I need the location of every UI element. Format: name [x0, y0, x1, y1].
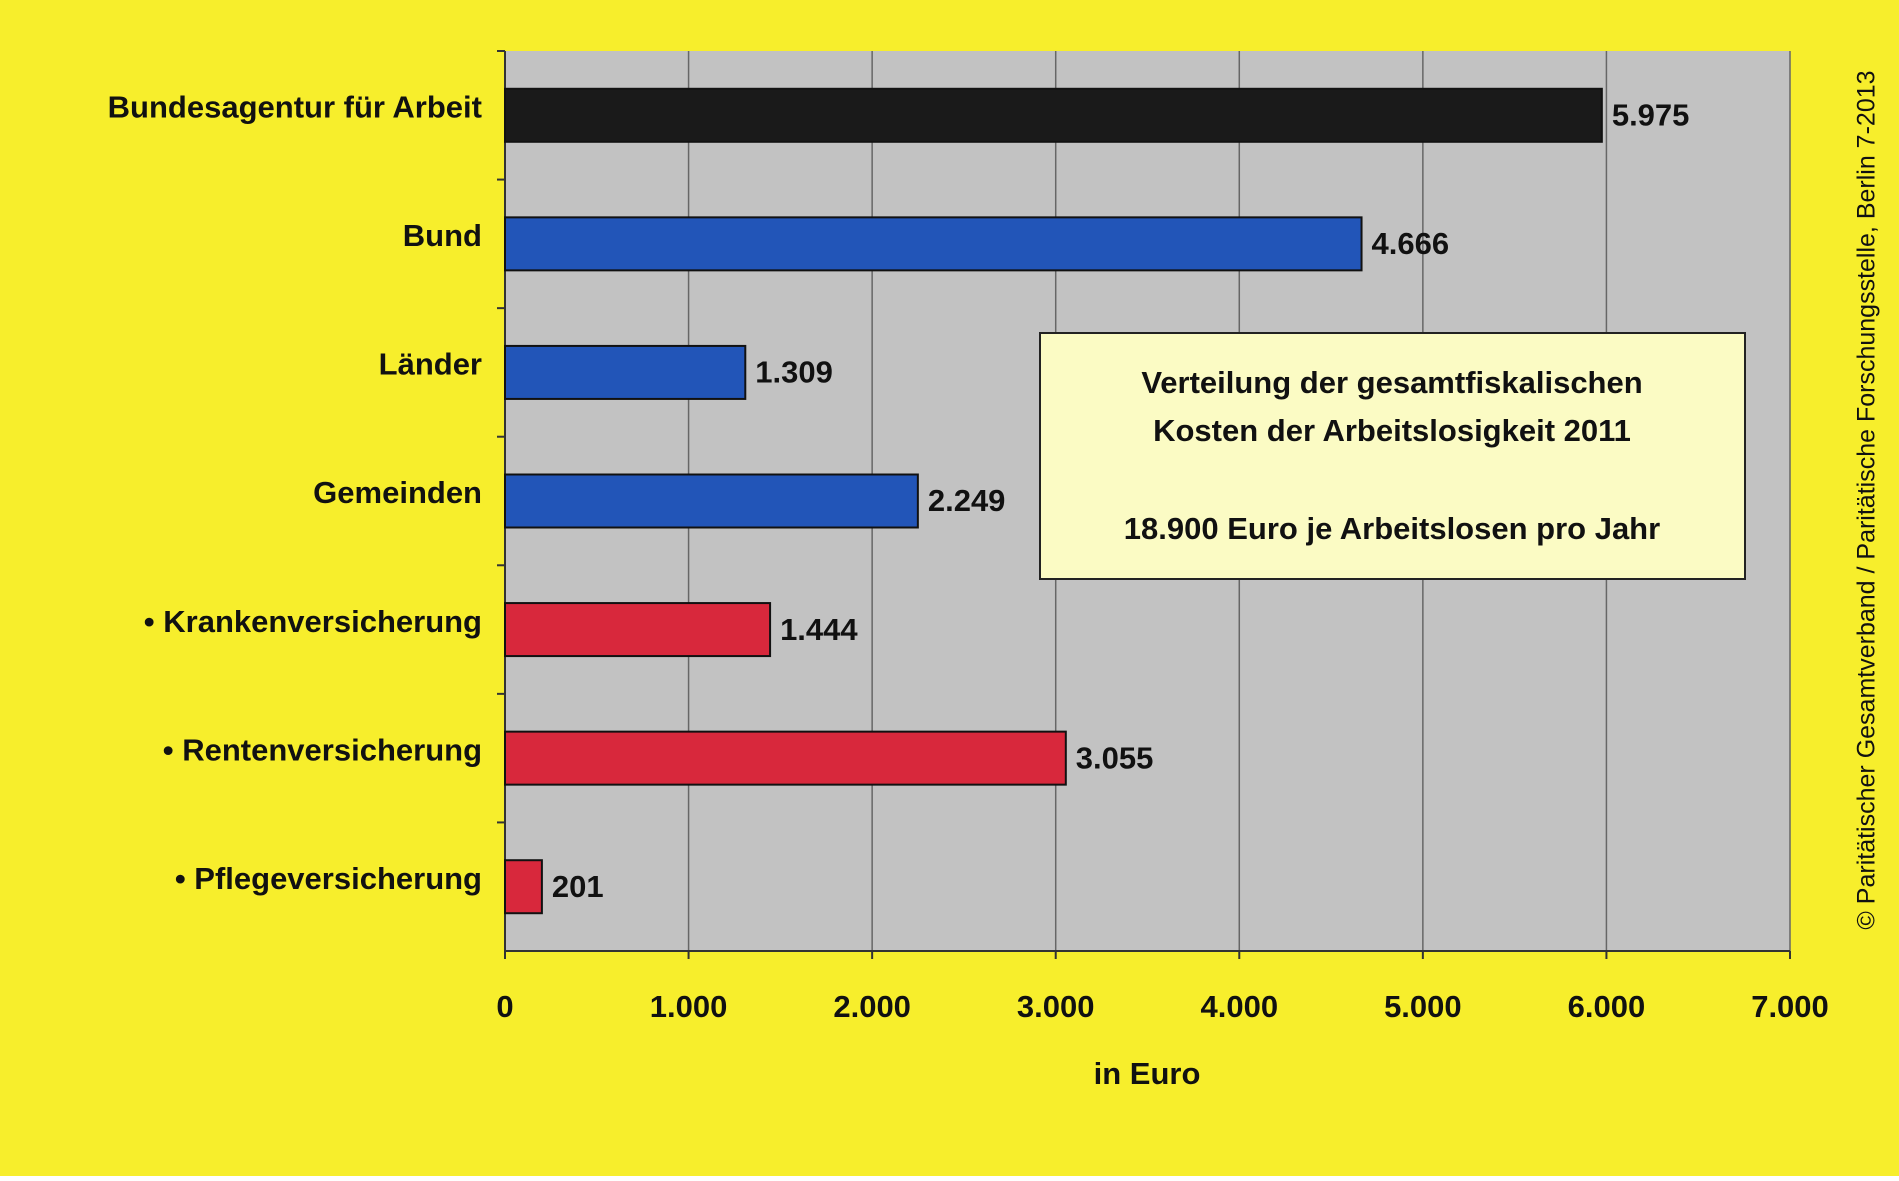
y-tick-label: • Krankenversicherung [144, 604, 482, 639]
annotation-box [1039, 332, 1746, 580]
y-tick-label: Bund [403, 218, 482, 253]
annotation-title: Verteilung der gesamtfiskalischen [1141, 365, 1642, 400]
x-tick-label: 7.000 [1751, 989, 1829, 1024]
x-tick-label: 1.000 [650, 989, 728, 1024]
y-tick-label: Gemeinden [313, 475, 482, 510]
x-tick-label: 4.000 [1200, 989, 1278, 1024]
x-tick-label: 6.000 [1568, 989, 1646, 1024]
bar [504, 344, 747, 400]
value-label: 5.975 [1612, 97, 1690, 132]
bar [504, 602, 772, 658]
x-tick-label: 5.000 [1384, 989, 1462, 1024]
x-tick-label: 0 [496, 989, 513, 1024]
x-axis-label: in Euro [1094, 1056, 1201, 1091]
bar [504, 859, 543, 915]
value-label: 201 [552, 869, 604, 904]
annotation-title: Kosten der Arbeitslosigkeit 2011 [1153, 413, 1631, 448]
value-label: 4.666 [1372, 226, 1450, 261]
bar [504, 730, 1067, 786]
bar [504, 87, 1603, 143]
annotation-subtitle: 18.900 Euro je Arbeitslosen pro Jahr [1124, 511, 1660, 546]
y-tick-label: • Rentenversicherung [163, 732, 482, 767]
bar [504, 216, 1363, 272]
y-tick-label: Länder [379, 347, 482, 382]
value-label: 2.249 [928, 483, 1006, 518]
source: © Paritätischer Gesamtverband / Paritäti… [1853, 70, 1881, 929]
x-tick-label: 3.000 [1017, 989, 1095, 1024]
y-tick-label: Bundesagentur für Arbeit [108, 89, 482, 124]
y-tick-label: • Pflegeversicherung [175, 861, 482, 896]
value-label: 3.055 [1076, 740, 1154, 775]
x-tick-label: 2.000 [833, 989, 911, 1024]
value-label: 1.444 [780, 612, 858, 647]
bar [504, 473, 919, 529]
value-label: 1.309 [755, 355, 833, 390]
bars [504, 87, 1603, 915]
